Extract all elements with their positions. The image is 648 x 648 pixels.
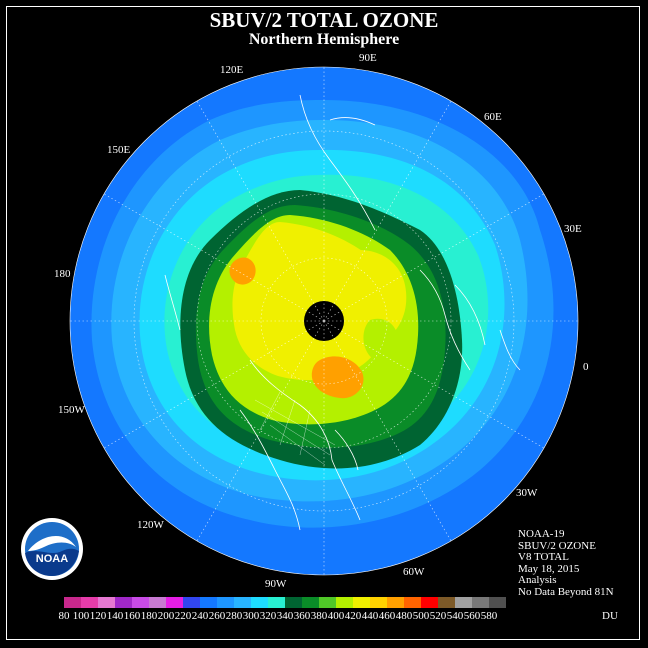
lon-label-60e: 60E bbox=[484, 111, 502, 123]
legend-tick: 160 bbox=[123, 610, 141, 622]
ozone-band-400 bbox=[347, 250, 407, 344]
legend-tick: 340 bbox=[276, 610, 294, 622]
legend-swatch bbox=[115, 597, 132, 608]
info-satellite: NOAA-19 bbox=[518, 528, 565, 540]
lon-label-30e: 30E bbox=[564, 223, 582, 235]
graticule bbox=[70, 67, 578, 575]
legend-swatch bbox=[81, 597, 98, 608]
legend-swatch bbox=[98, 597, 115, 608]
lon-label-90e: 90E bbox=[359, 52, 377, 64]
legend-swatch bbox=[319, 597, 336, 608]
legend-swatch bbox=[472, 597, 489, 608]
map-outline bbox=[69, 66, 579, 576]
legend-swatch bbox=[200, 597, 217, 608]
lon-label-120w: 120W bbox=[137, 519, 165, 531]
legend-swatch bbox=[183, 597, 200, 608]
legend-swatch bbox=[455, 597, 472, 608]
legend-tick: 220 bbox=[174, 610, 192, 622]
legend-swatch bbox=[251, 597, 268, 608]
legend-tick: 140 bbox=[106, 610, 124, 622]
legend-tick: 280 bbox=[225, 610, 243, 622]
legend-swatch bbox=[166, 597, 183, 608]
svg-text:NOAA: NOAA bbox=[36, 553, 68, 565]
legend-tick: 360 bbox=[293, 610, 311, 622]
legend-unit: DU bbox=[602, 610, 618, 622]
legend-swatch bbox=[353, 597, 370, 608]
legend-swatch bbox=[404, 597, 421, 608]
info-product: SBUV/2 OZONE bbox=[518, 539, 596, 552]
legend-tick: 480 bbox=[395, 610, 413, 622]
map-subtitle: Northern Hemisphere bbox=[248, 31, 400, 48]
legend-swatch bbox=[489, 597, 506, 608]
noaa-logo-icon: NOAA bbox=[21, 518, 83, 580]
info-date: May 18, 2015 bbox=[518, 562, 580, 575]
legend-tick: 400 bbox=[327, 610, 345, 622]
legend-swatch bbox=[438, 597, 455, 608]
legend-swatch bbox=[132, 597, 149, 608]
lon-label-30w: 30W bbox=[516, 487, 538, 499]
legend-tick: 240 bbox=[191, 610, 209, 622]
lon-label-150e: 150E bbox=[107, 144, 131, 156]
legend-swatch bbox=[268, 597, 285, 608]
map-title: SBUV/2 TOTAL OZONE bbox=[209, 8, 439, 32]
legend-tick: 100 bbox=[72, 610, 90, 622]
coastlines bbox=[164, 94, 521, 531]
legend-swatch bbox=[302, 597, 319, 608]
legend-tick: 180 bbox=[140, 610, 158, 622]
legend-tick: 520 bbox=[429, 610, 447, 622]
legend-swatch bbox=[217, 597, 234, 608]
lon-label-120e: 120E bbox=[220, 64, 244, 76]
legend-tick: 440 bbox=[361, 610, 379, 622]
legend-swatch bbox=[387, 597, 404, 608]
info-version: V8 TOTAL bbox=[518, 551, 569, 563]
legend-swatch bbox=[149, 597, 166, 608]
ozone-band-440 bbox=[229, 257, 256, 285]
legend-swatch bbox=[234, 597, 251, 608]
legend-swatch bbox=[421, 597, 438, 608]
legend-tick: 120 bbox=[89, 610, 107, 622]
legend-tick: 500 bbox=[412, 610, 430, 622]
legend-tick: 320 bbox=[259, 610, 277, 622]
info-panel: NOAA-19 SBUV/2 OZONE V8 TOTAL May 18, 20… bbox=[518, 528, 614, 598]
legend-tick: 460 bbox=[378, 610, 396, 622]
lon-label-0: 0 bbox=[583, 361, 589, 373]
legend-swatch bbox=[370, 597, 387, 608]
legend-tick: 200 bbox=[157, 610, 175, 622]
lon-label-150w: 150W bbox=[58, 404, 86, 416]
legend-tick: 260 bbox=[208, 610, 226, 622]
lon-label-90w: 90W bbox=[265, 578, 287, 590]
legend-tick-labels: 80 100 120 140 160 180 200 220 240 260 280 300 320 34… bbox=[0, 610, 648, 624]
legend-tick: 580 bbox=[480, 610, 498, 622]
ozone-band-400 bbox=[232, 222, 390, 381]
legend-tick: 420 bbox=[344, 610, 362, 622]
info-type: Analysis bbox=[518, 574, 557, 586]
map-frame bbox=[6, 6, 640, 640]
info-note: No Data Beyond 81N bbox=[518, 585, 614, 598]
ozone-band-380 bbox=[363, 318, 399, 362]
color-legend bbox=[64, 597, 506, 608]
lon-label-60w: 60W bbox=[403, 566, 425, 578]
legend-swatch bbox=[64, 597, 81, 608]
admin-boundaries bbox=[254, 391, 336, 466]
legend-tick: 380 bbox=[310, 610, 328, 622]
legend-tick: 300 bbox=[242, 610, 260, 622]
legend-swatch bbox=[285, 597, 302, 608]
legend-swatch bbox=[336, 597, 353, 608]
legend-tick: 80 bbox=[58, 610, 70, 622]
legend-tick: 560 bbox=[463, 610, 481, 622]
legend-tick: 540 bbox=[446, 610, 464, 622]
lon-label-180: 180 bbox=[54, 268, 71, 280]
